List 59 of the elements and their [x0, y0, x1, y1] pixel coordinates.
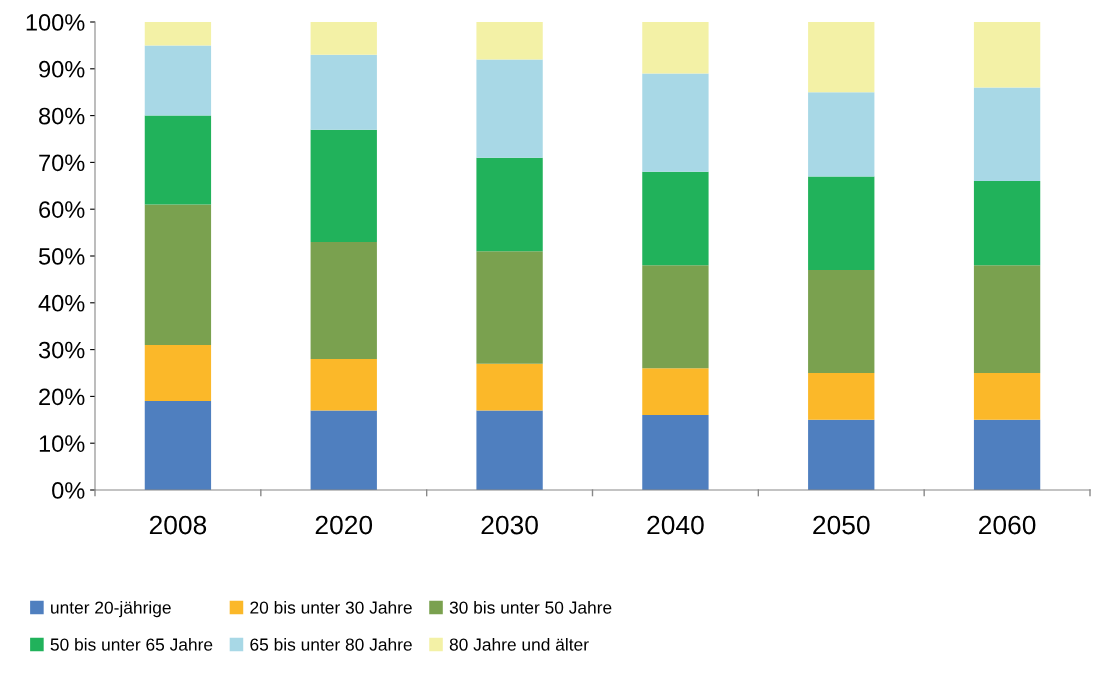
bar [310, 241, 377, 359]
bar [144, 344, 212, 402]
bar [144, 45, 212, 116]
bar [808, 373, 875, 420]
legend-label: unter 20-jährige [51, 600, 171, 618]
y-tick-label: 80% [39, 107, 85, 125]
bar [144, 115, 212, 205]
bar [973, 87, 1041, 182]
bar [973, 22, 1041, 88]
bar [144, 401, 212, 490]
bar [808, 22, 875, 93]
y-tick-label: 0% [52, 482, 85, 499]
x-tick-label: 2020 [315, 515, 373, 535]
legend-label: 80 Jahre und älter [449, 637, 589, 651]
bar [808, 92, 875, 177]
y-tick-label: 10% [39, 435, 85, 452]
bar [310, 54, 377, 130]
legend-label: 20 bis unter 30 Jahre [250, 600, 412, 614]
bar [642, 368, 709, 416]
bar [973, 265, 1041, 373]
bar [642, 265, 709, 369]
bar [642, 415, 709, 490]
bar [642, 171, 709, 266]
x-tick-label: 2040 [647, 515, 704, 535]
bar [642, 73, 709, 172]
legend-label: 30 bis unter 50 Jahre [449, 600, 612, 614]
y-tick-label: 70% [39, 154, 85, 172]
bar [973, 373, 1041, 420]
y-tick-label: 30% [38, 341, 85, 359]
x-tick-label: 2030 [481, 515, 538, 535]
x-tick-label: 2060 [979, 515, 1036, 535]
bar [476, 22, 543, 60]
y-tick-label: 20% [39, 388, 85, 406]
bar [476, 363, 543, 411]
bar [642, 22, 709, 74]
bar [476, 157, 543, 252]
legend-label: 50 bis unter 65 Jahre [50, 637, 213, 651]
bar [808, 419, 875, 490]
x-tick-label: 2050 [813, 515, 870, 535]
bar [973, 181, 1041, 266]
bar [310, 22, 377, 55]
bar [476, 410, 543, 490]
y-tick-label: 90% [39, 60, 85, 78]
bar [808, 176, 875, 271]
bar [310, 410, 377, 490]
bar [476, 251, 543, 364]
y-tick-label: 50% [38, 248, 85, 265]
y-tick-label: 40% [38, 294, 85, 312]
y-tick-label: 100% [26, 14, 85, 31]
bar [476, 59, 543, 158]
legend-label: 65 bis unter 80 Jahre [250, 637, 412, 651]
bar [808, 270, 875, 373]
bar [310, 129, 377, 242]
bar [310, 358, 377, 411]
bar [144, 22, 212, 46]
x-tick-label: 2008 [149, 515, 207, 535]
bar [973, 419, 1041, 490]
bar [144, 204, 212, 345]
y-tick-label: 60% [39, 201, 85, 218]
